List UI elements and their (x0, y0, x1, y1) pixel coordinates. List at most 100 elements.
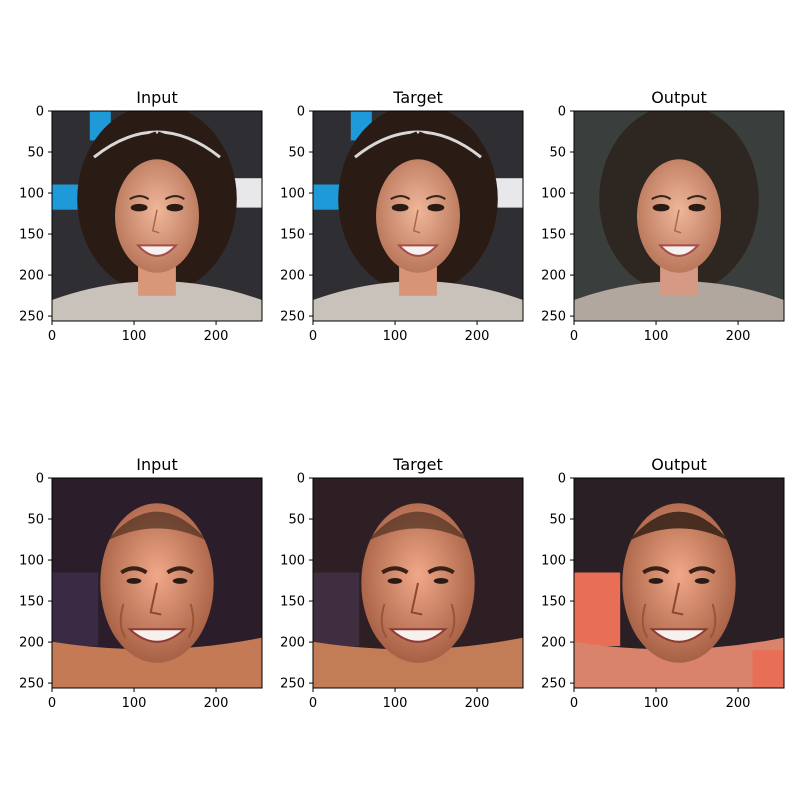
photo-eye (130, 203, 148, 212)
photo-clothes (52, 281, 262, 321)
photo-hair-strand (97, 131, 159, 259)
photo-brow (642, 566, 670, 575)
photo-headband (354, 130, 482, 159)
photo-hair-strand (358, 131, 420, 259)
image-panel: Output 0 50 100 150 200 250 0 100 200 (541, 88, 785, 344)
photo-nose (151, 209, 160, 234)
photo-eye (391, 203, 409, 212)
photo-brow (425, 195, 446, 201)
y-tick-label: 250 (19, 677, 44, 692)
y-tick-label: 0 (297, 105, 305, 120)
x-tick-label: 0 (309, 696, 317, 711)
y-tick-label: 150 (280, 228, 305, 243)
y-tick-label: 200 (19, 636, 44, 651)
woman-portrait-photo (313, 111, 523, 321)
man-portrait-photo (313, 478, 523, 688)
panel-title: Input (136, 455, 177, 474)
y-tick-label: 100 (19, 187, 44, 202)
photo-eye (126, 577, 142, 584)
x-tick-label: 200 (204, 696, 229, 711)
photo-backdrop-accent (574, 572, 621, 646)
photo-brow (427, 566, 455, 575)
y-tick-label: 200 (541, 269, 566, 284)
photo-face (637, 159, 721, 273)
photo-eye (652, 203, 670, 212)
y-tick-label: 200 (280, 269, 305, 284)
y-tick-label: 50 (27, 513, 44, 528)
image-panel: Target 0 50 100 150 200 250 0 100 200 (280, 88, 524, 344)
y-tick-label: 50 (288, 146, 305, 161)
photo-headband (93, 130, 221, 159)
axes-frame (573, 477, 785, 689)
x-tick-label: 0 (309, 329, 317, 344)
x-tick-label: 0 (570, 696, 578, 711)
photo-eye (172, 577, 188, 584)
y-tick-label: 50 (27, 146, 44, 161)
panel-title: Output (651, 88, 707, 107)
y-tick-label: 200 (19, 269, 44, 284)
y-tick-label: 50 (549, 146, 566, 161)
photo-hair-strand (619, 131, 681, 259)
image-panel: Input 0 50 100 150 200 250 0 100 200 (19, 455, 263, 711)
photo-nose (149, 582, 162, 616)
photo-face (115, 159, 199, 273)
photo-eye (433, 577, 449, 584)
image-panel: Input 0 50 100 150 200 250 0 100 200 (19, 88, 263, 344)
photo-eye (387, 577, 403, 584)
man-portrait-photo-generated (574, 478, 784, 688)
photo-backdrop-accent (752, 650, 784, 688)
x-tick-label: 100 (383, 696, 408, 711)
photo-smile (657, 244, 701, 257)
y-tick-label: 0 (558, 105, 566, 120)
y-tick-label: 100 (280, 187, 305, 202)
x-tick-label: 200 (465, 329, 490, 344)
photo-smile (127, 628, 187, 643)
y-tick-label: 250 (541, 310, 566, 325)
photo-smile (649, 628, 709, 643)
x-tick-label: 200 (465, 696, 490, 711)
x-tick-label: 200 (726, 696, 751, 711)
axes-frame (312, 477, 524, 689)
woman-portrait-photo (52, 111, 262, 321)
y-tick-label: 150 (19, 228, 44, 243)
photo-hair-strand (155, 131, 217, 259)
photo-crease (448, 603, 456, 639)
photo-eye (166, 203, 184, 212)
photo-brow (166, 566, 194, 575)
y-tick-label: 150 (19, 595, 44, 610)
image-panel: Target 0 50 100 150 200 250 0 100 200 (280, 455, 524, 711)
panel-title: Target (392, 455, 443, 474)
man-portrait-photo (52, 478, 262, 688)
x-tick-label: 0 (48, 696, 56, 711)
photo-eye (648, 577, 664, 584)
photo-nose (410, 582, 423, 616)
photo-crease (119, 603, 127, 639)
y-tick-label: 0 (558, 472, 566, 487)
photo-brow (390, 195, 411, 201)
axes-frame (51, 477, 263, 689)
photo-nose (671, 582, 684, 616)
x-tick-label: 100 (383, 329, 408, 344)
axes-frame (312, 110, 524, 322)
photo-clothes (574, 281, 784, 321)
y-tick-label: 250 (19, 310, 44, 325)
photo-hair-strand (677, 131, 739, 259)
photo-crease (187, 603, 195, 639)
y-tick-label: 0 (36, 472, 44, 487)
y-tick-label: 250 (280, 310, 305, 325)
photo-hair-strand (416, 131, 478, 259)
axes-frame (51, 110, 263, 322)
photo-brow (120, 566, 148, 575)
photo-nose (673, 209, 682, 234)
y-tick-label: 200 (280, 636, 305, 651)
y-tick-label: 0 (297, 472, 305, 487)
photo-smile (396, 244, 440, 257)
panel-title: Output (651, 455, 707, 474)
y-tick-label: 150 (280, 595, 305, 610)
photo-brow (381, 566, 409, 575)
photo-crease (641, 603, 649, 639)
photo-eye (694, 577, 710, 584)
photo-brow (129, 195, 150, 201)
axes-frame (573, 110, 785, 322)
y-tick-label: 250 (541, 677, 566, 692)
